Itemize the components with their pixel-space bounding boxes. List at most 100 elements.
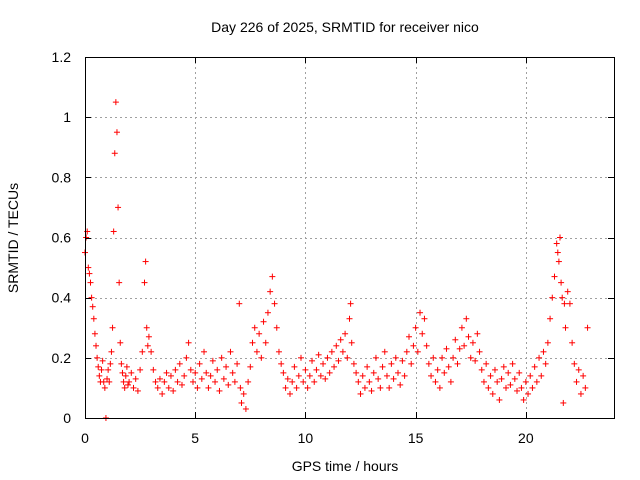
data-point xyxy=(234,360,241,367)
data-point xyxy=(269,273,276,280)
data-point xyxy=(315,351,322,358)
data-point xyxy=(320,360,327,367)
data-point xyxy=(436,384,443,391)
y-tick-labels: 0 0.2 0.4 0.6 0.8 1 1.2 xyxy=(52,49,72,426)
data-point xyxy=(554,249,561,256)
data-point xyxy=(364,363,371,370)
data-point xyxy=(152,378,159,385)
data-point xyxy=(112,99,119,106)
data-point xyxy=(533,378,540,385)
data-point xyxy=(142,258,149,265)
data-point xyxy=(198,375,205,382)
data-point xyxy=(472,357,479,364)
data-point xyxy=(183,354,190,361)
data-point xyxy=(85,264,92,271)
data-point xyxy=(549,294,556,301)
data-point xyxy=(368,387,375,394)
data-point xyxy=(137,366,144,373)
data-point xyxy=(339,348,346,355)
y-tick-label: 0.2 xyxy=(52,350,72,366)
data-point xyxy=(445,363,452,370)
data-point xyxy=(450,354,457,361)
data-point xyxy=(355,378,362,385)
data-point xyxy=(229,369,236,376)
data-point xyxy=(375,375,382,382)
data-point xyxy=(130,384,137,391)
data-point xyxy=(214,366,221,373)
data-point xyxy=(260,318,267,325)
data-point xyxy=(410,342,417,349)
data-point xyxy=(432,378,439,385)
data-point xyxy=(452,336,459,343)
x-tick-label: 10 xyxy=(298,430,314,446)
data-point xyxy=(559,294,566,301)
data-point xyxy=(383,372,390,379)
data-point xyxy=(242,405,249,412)
data-point xyxy=(98,366,105,373)
data-point xyxy=(353,369,360,376)
data-point xyxy=(408,360,415,367)
data-point xyxy=(218,354,225,361)
data-point xyxy=(207,372,214,379)
data-point xyxy=(317,372,324,379)
data-point xyxy=(514,387,521,394)
data-point xyxy=(123,363,130,370)
data-point xyxy=(412,324,419,331)
data-point xyxy=(83,234,90,241)
data-point xyxy=(443,345,450,352)
data-point xyxy=(143,324,150,331)
data-point xyxy=(231,378,238,385)
chart-title: Day 226 of 2025, SRMTID for receiver nic… xyxy=(211,19,479,35)
data-point xyxy=(298,354,305,361)
data-point xyxy=(96,372,103,379)
data-point xyxy=(284,375,291,382)
data-point xyxy=(507,381,514,388)
data-point xyxy=(236,300,243,307)
y-tick-label: 0.4 xyxy=(52,290,72,306)
data-point xyxy=(282,384,289,391)
data-point xyxy=(144,342,151,349)
data-point xyxy=(109,324,116,331)
data-point xyxy=(347,300,354,307)
data-point xyxy=(423,342,430,349)
data-point xyxy=(454,360,461,367)
data-point xyxy=(456,345,463,352)
data-point xyxy=(542,360,549,367)
data-point xyxy=(582,384,589,391)
data-point xyxy=(251,324,258,331)
data-point xyxy=(209,357,216,364)
data-point xyxy=(201,348,208,355)
y-axis-label: SRMTID / TECUs xyxy=(5,183,21,293)
data-points xyxy=(82,99,591,421)
data-point xyxy=(295,372,302,379)
data-point xyxy=(278,360,285,367)
data-point xyxy=(529,384,536,391)
data-point xyxy=(326,369,333,376)
data-point xyxy=(192,369,199,376)
data-point xyxy=(304,384,311,391)
data-point xyxy=(441,369,448,376)
data-point xyxy=(348,339,355,346)
data-point xyxy=(531,363,538,370)
data-point xyxy=(150,366,157,373)
data-point xyxy=(465,333,472,340)
data-point xyxy=(577,390,584,397)
data-point xyxy=(520,396,527,403)
data-point xyxy=(491,366,498,373)
data-point xyxy=(569,339,576,346)
data-point xyxy=(91,330,98,337)
data-point xyxy=(190,378,197,385)
data-point xyxy=(212,378,219,385)
data-point xyxy=(379,363,386,370)
data-point xyxy=(256,330,263,337)
data-point xyxy=(516,369,523,376)
data-point xyxy=(225,381,232,388)
data-point xyxy=(115,204,122,211)
data-point xyxy=(390,375,397,382)
data-point xyxy=(359,372,366,379)
data-point xyxy=(502,384,509,391)
data-point xyxy=(461,342,468,349)
data-point xyxy=(90,315,97,322)
data-point xyxy=(273,324,280,331)
data-point xyxy=(194,384,201,391)
